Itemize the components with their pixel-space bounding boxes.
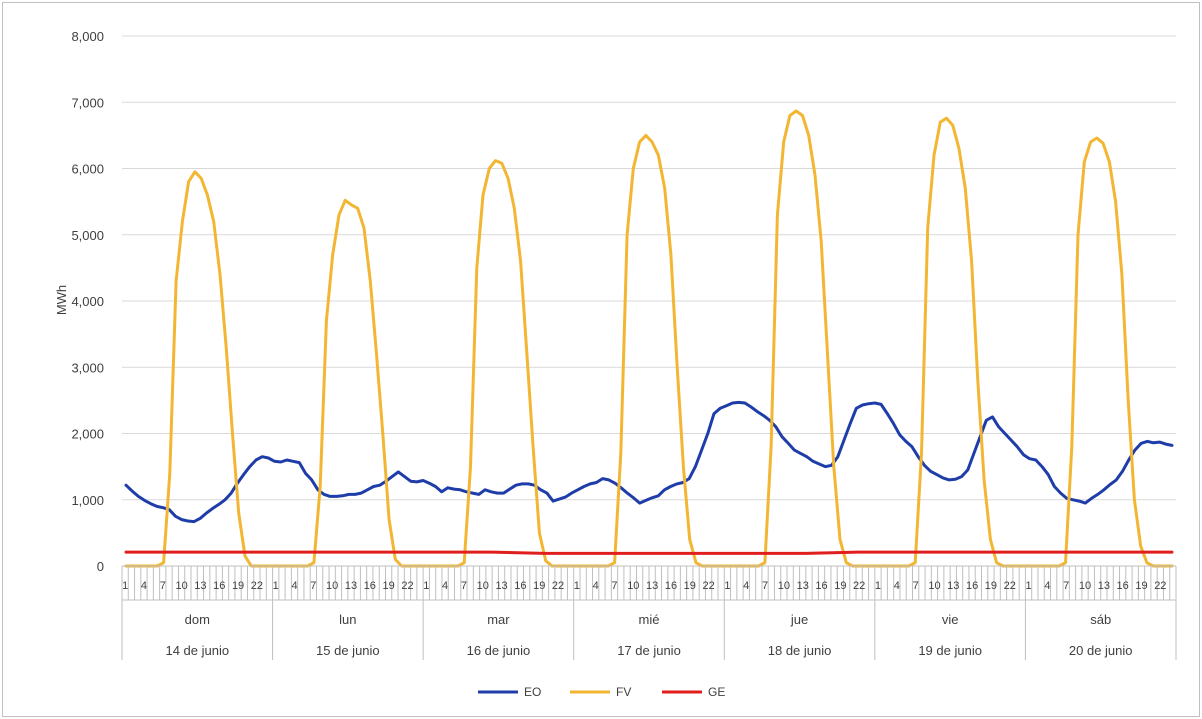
x-hour-label: 7	[461, 580, 467, 592]
x-day-date: 20 de junio	[1069, 643, 1133, 658]
x-hour-label: 4	[442, 580, 448, 592]
x-day-date: 14 de junio	[165, 643, 229, 658]
x-hour-label: 16	[364, 580, 376, 592]
x-hour-label: 10	[326, 580, 338, 592]
x-hour-label: 16	[514, 580, 526, 592]
x-hour-label: 19	[684, 580, 696, 592]
x-hour-label: 22	[702, 580, 714, 592]
x-hour-label: 4	[743, 580, 749, 592]
legend: EO FV GE	[478, 685, 725, 699]
series-line-eo	[124, 400, 1174, 524]
x-hour-label: 19	[834, 580, 846, 592]
x-hour-label: 7	[310, 580, 316, 592]
x-hour-label: 16	[966, 580, 978, 592]
x-hour-label: 4	[593, 580, 599, 592]
y-tick-label: 4,000	[71, 294, 104, 309]
x-hour-label: 10	[175, 580, 187, 592]
x-hour-label: 16	[815, 580, 827, 592]
y-tick-label: 8,000	[71, 29, 104, 44]
x-day-date: 15 de junio	[316, 643, 380, 658]
x-hour-label: 1	[1026, 580, 1032, 592]
x-hour-label: 1	[724, 580, 730, 592]
legend-label-ge: GE	[708, 685, 725, 699]
x-hour-label: 13	[194, 580, 206, 592]
x-hour-label: 4	[291, 580, 297, 592]
y-tick-label: 6,000	[71, 162, 104, 177]
x-hour-label: 16	[213, 580, 225, 592]
x-hour-label: 7	[762, 580, 768, 592]
x-hour-label: 19	[1135, 580, 1147, 592]
x-hour-label: 1	[423, 580, 429, 592]
x-hour-label: 1	[574, 580, 580, 592]
y-tick-label: 7,000	[71, 95, 104, 110]
y-tick-label: 3,000	[71, 360, 104, 375]
y-tick-label: 2,000	[71, 427, 104, 442]
x-hour-label: 19	[232, 580, 244, 592]
x-hour-label: 4	[1044, 580, 1050, 592]
y-axis: 0 1,000 2,000 3,000 4,000 5,000 6,000 7,000 8,00…	[71, 29, 104, 574]
x-hour-label: 13	[646, 580, 658, 592]
x-day-name: lun	[339, 612, 356, 627]
y-tick-label: 5,000	[71, 228, 104, 243]
x-hour-label: 10	[627, 580, 639, 592]
x-hour-label: 10	[1079, 580, 1091, 592]
x-hour-label: 22	[552, 580, 564, 592]
y-axis-label: MWh	[54, 285, 69, 315]
x-hour-label: 7	[913, 580, 919, 592]
x-hour-label: 13	[947, 580, 959, 592]
x-hour-label: 4	[894, 580, 900, 592]
x-hour-label: 22	[251, 580, 263, 592]
x-hour-label: 1	[875, 580, 881, 592]
x-hour-label: 1	[273, 580, 279, 592]
x-hour-label: 22	[1154, 580, 1166, 592]
x-hour-label: 10	[928, 580, 940, 592]
x-hour-label: 1	[122, 580, 128, 592]
x-hour-label: 10	[778, 580, 790, 592]
x-day-date: 19 de junio	[918, 643, 982, 658]
x-hour-label: 19	[985, 580, 997, 592]
x-day-name: dom	[185, 612, 210, 627]
x-hour-label: 13	[345, 580, 357, 592]
x-day-name: mar	[487, 612, 510, 627]
x-day-date: 18 de junio	[768, 643, 832, 658]
legend-label-eo: EO	[524, 685, 541, 699]
x-day-name: vie	[942, 612, 959, 627]
x-hour-label: 13	[1098, 580, 1110, 592]
x-hour-label: 13	[797, 580, 809, 592]
x-hour-label: 13	[495, 580, 507, 592]
x-hour-label: 22	[401, 580, 413, 592]
x-hour-label: 16	[1117, 580, 1129, 592]
x-hour-label: 7	[611, 580, 617, 592]
x-day-date: 17 de junio	[617, 643, 681, 658]
x-hour-label: 10	[477, 580, 489, 592]
x-day-date: 16 de junio	[467, 643, 531, 658]
x-hour-label: 4	[141, 580, 147, 592]
y-tick-label: 0	[97, 559, 104, 574]
x-hour-label: 22	[853, 580, 865, 592]
x-day-name: jue	[790, 612, 808, 627]
series-line-ge	[124, 550, 1174, 555]
x-day-name: sáb	[1090, 612, 1111, 627]
x-hour-label: 7	[160, 580, 166, 592]
gridlines	[122, 35, 1176, 567]
x-hour-label: 19	[383, 580, 395, 592]
x-hour-label: 19	[533, 580, 545, 592]
x-hour-label: 22	[1004, 580, 1016, 592]
x-hour-label: 7	[1063, 580, 1069, 592]
x-hour-label: 16	[665, 580, 677, 592]
legend-label-fv: FV	[616, 685, 631, 699]
y-tick-label: 1,000	[71, 493, 104, 508]
x-day-name: mié	[639, 612, 660, 627]
